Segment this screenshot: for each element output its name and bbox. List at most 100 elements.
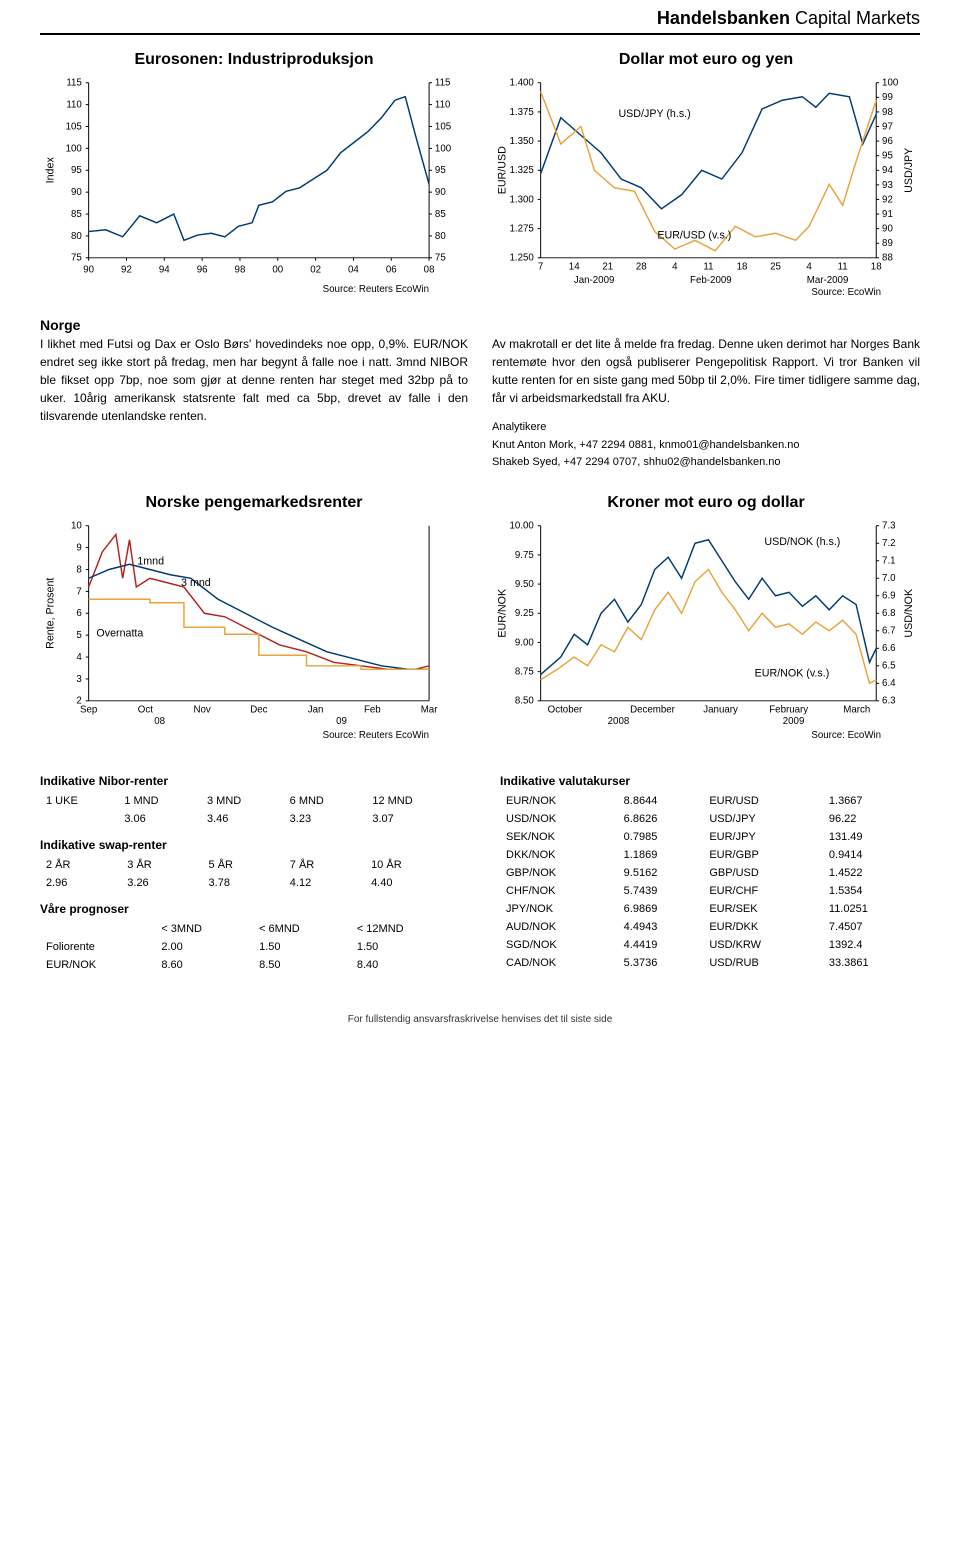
table-cell: USD/NOK bbox=[500, 810, 618, 828]
swap-title: Indikative swap-renter bbox=[40, 838, 460, 852]
table-cell: 1.3667 bbox=[823, 792, 920, 810]
table-row: 2 ÅR3 ÅR5 ÅR7 ÅR10 ÅR bbox=[40, 856, 460, 874]
nibor-title: Indikative Nibor-renter bbox=[40, 774, 460, 788]
chart-dollar: Dollar mot euro og yen 1.2501.2751.3001.… bbox=[492, 51, 920, 297]
table-cell: 1.50 bbox=[253, 938, 351, 956]
svg-text:7: 7 bbox=[76, 587, 81, 598]
table-cell: 3 MND bbox=[201, 792, 284, 810]
analyst2: Shakeb Syed, +47 2294 0707, shhu02@hande… bbox=[492, 454, 920, 471]
svg-text:October: October bbox=[548, 705, 583, 716]
page-footer: For fullstendig ansvarsfraskrivelse henv… bbox=[40, 1014, 920, 1025]
svg-text:4: 4 bbox=[76, 652, 82, 663]
svg-text:92: 92 bbox=[121, 264, 132, 275]
svg-text:8.75: 8.75 bbox=[515, 667, 534, 678]
svg-text:89: 89 bbox=[882, 238, 893, 249]
svg-text:Sep: Sep bbox=[80, 705, 97, 716]
svg-text:Feb: Feb bbox=[364, 705, 381, 716]
table-cell: < 12MND bbox=[351, 920, 460, 938]
chart3-xsub-08: 08 bbox=[154, 716, 165, 727]
svg-text:96: 96 bbox=[197, 264, 208, 275]
table-cell: CHF/NOK bbox=[500, 882, 618, 900]
svg-text:99: 99 bbox=[882, 92, 893, 103]
table-cell: 4.4419 bbox=[618, 936, 704, 954]
table-cell: USD/KRW bbox=[703, 936, 823, 954]
svg-text:4: 4 bbox=[806, 261, 812, 272]
svg-text:6.5: 6.5 bbox=[882, 661, 896, 672]
svg-text:100: 100 bbox=[66, 143, 83, 154]
svg-text:Nov: Nov bbox=[193, 705, 210, 716]
table-row: DKK/NOK1.1869EUR/GBP0.9414 bbox=[500, 846, 920, 864]
chart3-label-overnatta: Overnatta bbox=[96, 628, 143, 640]
svg-text:75: 75 bbox=[71, 253, 82, 264]
chart4-svg: 8.508.759.009.259.509.7510.00 6.36.46.56… bbox=[492, 516, 920, 740]
table-cell: 2.00 bbox=[155, 938, 253, 956]
svg-text:14: 14 bbox=[569, 261, 580, 272]
svg-text:Jan: Jan bbox=[308, 705, 324, 716]
table-cell: 8.8644 bbox=[618, 792, 704, 810]
left-tables: Indikative Nibor-renter 1 UKE1 MND3 MND6… bbox=[40, 764, 460, 974]
table-cell: 6.9869 bbox=[618, 900, 704, 918]
table-cell: EUR/NOK bbox=[40, 956, 155, 974]
svg-text:115: 115 bbox=[435, 78, 451, 89]
svg-text:3: 3 bbox=[76, 674, 81, 685]
fx-table: EUR/NOK8.8644EUR/USD1.3667USD/NOK6.8626U… bbox=[500, 792, 920, 972]
svg-text:11: 11 bbox=[703, 261, 713, 272]
table-cell: 1.1869 bbox=[618, 846, 704, 864]
table-cell: USD/JPY bbox=[703, 810, 823, 828]
table-cell: AUD/NOK bbox=[500, 918, 618, 936]
norway-para-right: Av makrotall er det lite å melde fra fre… bbox=[492, 335, 920, 407]
table-row: SGD/NOK4.4419USD/KRW1392.4 bbox=[500, 936, 920, 954]
table-cell: 96.22 bbox=[823, 810, 920, 828]
table-cell: 5.3736 bbox=[618, 954, 704, 972]
table-cell: EUR/NOK bbox=[500, 792, 618, 810]
chart3-ylabel: Rente, Prosent bbox=[45, 578, 57, 649]
chart1-source: Source: Reuters EcoWin bbox=[323, 284, 429, 295]
svg-text:6.7: 6.7 bbox=[882, 626, 896, 637]
svg-text:6.8: 6.8 bbox=[882, 608, 896, 619]
chart-row-1: Eurosonen: Industriproduksjon 7575808085… bbox=[40, 51, 920, 297]
svg-text:1.250: 1.250 bbox=[510, 253, 535, 264]
analyst-head: Analytikere bbox=[492, 419, 920, 436]
norway-title: Norge bbox=[40, 317, 920, 333]
svg-text:January: January bbox=[703, 705, 738, 716]
svg-text:1.350: 1.350 bbox=[510, 136, 535, 147]
svg-text:7.2: 7.2 bbox=[882, 538, 896, 549]
table-cell: 4.4943 bbox=[618, 918, 704, 936]
svg-text:92: 92 bbox=[882, 194, 893, 205]
chart4-label2: EUR/NOK (v.s.) bbox=[755, 668, 830, 680]
table-cell bbox=[40, 810, 118, 828]
nibor-table: 1 UKE1 MND3 MND6 MND12 MND3.063.463.233.… bbox=[40, 792, 460, 828]
svg-text:1.300: 1.300 bbox=[510, 194, 535, 205]
svg-text:1.400: 1.400 bbox=[510, 78, 535, 89]
svg-text:Dec: Dec bbox=[250, 705, 267, 716]
svg-text:18: 18 bbox=[737, 261, 748, 272]
table-cell: 7.4507 bbox=[823, 918, 920, 936]
svg-text:98: 98 bbox=[235, 264, 246, 275]
table-cell: 2 ÅR bbox=[40, 856, 121, 874]
svg-text:9.00: 9.00 bbox=[515, 638, 535, 649]
table-cell: EUR/JPY bbox=[703, 828, 823, 846]
table-cell: < 3MND bbox=[155, 920, 253, 938]
table-cell: 10 ÅR bbox=[365, 856, 460, 874]
chart4-ylabel-right: USD/NOK bbox=[903, 588, 915, 638]
svg-text:1.375: 1.375 bbox=[510, 107, 534, 118]
norway-para-left: I likhet med Futsi og Dax er Oslo Børs' … bbox=[40, 335, 468, 471]
table-cell: CAD/NOK bbox=[500, 954, 618, 972]
svg-text:1.275: 1.275 bbox=[510, 224, 534, 235]
svg-text:10: 10 bbox=[71, 521, 82, 532]
svg-text:Oct: Oct bbox=[138, 705, 153, 716]
table-cell: 3 ÅR bbox=[121, 856, 202, 874]
svg-text:98: 98 bbox=[882, 107, 893, 118]
chart2-label1: USD/JPY (h.s.) bbox=[618, 108, 690, 120]
svg-text:6.9: 6.9 bbox=[882, 591, 896, 602]
svg-text:100: 100 bbox=[882, 78, 899, 89]
table-cell: 1 UKE bbox=[40, 792, 118, 810]
table-cell: 3.46 bbox=[201, 810, 284, 828]
table-cell bbox=[40, 920, 155, 938]
chart2-source: Source: EcoWin bbox=[811, 287, 881, 297]
svg-text:80: 80 bbox=[435, 231, 446, 242]
page-header: Handelsbanken Capital Markets bbox=[40, 0, 920, 35]
svg-text:94: 94 bbox=[882, 165, 893, 176]
table-cell: USD/RUB bbox=[703, 954, 823, 972]
svg-text:December: December bbox=[630, 705, 676, 716]
